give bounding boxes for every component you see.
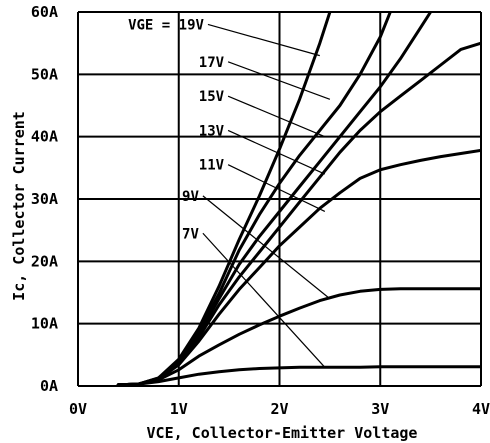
series-label-15V: 15V [199, 89, 225, 105]
series-label-13V: 13V [199, 123, 225, 139]
label-leader-15V [227, 95, 326, 138]
label-leader-17V [227, 61, 331, 100]
x-tick-label: 4V [472, 400, 490, 418]
label-leader-9V [202, 195, 331, 300]
label-leader-11V [227, 164, 326, 213]
series-label-11V: 11V [199, 158, 225, 174]
x-tick-label: 3V [371, 400, 389, 418]
y-tick-label: 60A [31, 3, 58, 21]
curve-vge-13V [116, 41, 481, 387]
y-tick-label: 30A [31, 190, 58, 208]
y-axis-title: Ic, Collector Current [10, 111, 28, 301]
label-leader-19V [207, 23, 320, 57]
y-tick-label: 50A [31, 65, 58, 83]
axis-tick-labels: 0V 1V 2V 3V 4V 0A 10A 20A 30A 40A 50A 60A [31, 3, 490, 418]
y-tick-label: 40A [31, 128, 58, 146]
curve-vge-9V [116, 287, 481, 387]
grid [77, 11, 482, 387]
label-leader-7V [202, 232, 326, 368]
x-tick-label: 2V [270, 400, 288, 418]
curve-vge-11V [116, 148, 481, 387]
curve-vge-7V [116, 365, 481, 387]
label-leader-13V [227, 129, 326, 175]
series-label-19V: VGE = 19V [128, 17, 204, 33]
y-tick-label: 20A [31, 252, 58, 270]
series-label-7V: 7V [182, 226, 199, 242]
y-tick-label: 10A [31, 315, 58, 333]
x-tick-label: 1V [170, 400, 188, 418]
series-label-17V: 17V [199, 55, 225, 71]
x-tick-label: 0V [69, 400, 87, 418]
series-label-9V: 9V [182, 189, 199, 205]
x-axis-title: VCE, Collector-Emitter Voltage [147, 424, 418, 442]
y-tick-label: 0A [40, 377, 58, 395]
